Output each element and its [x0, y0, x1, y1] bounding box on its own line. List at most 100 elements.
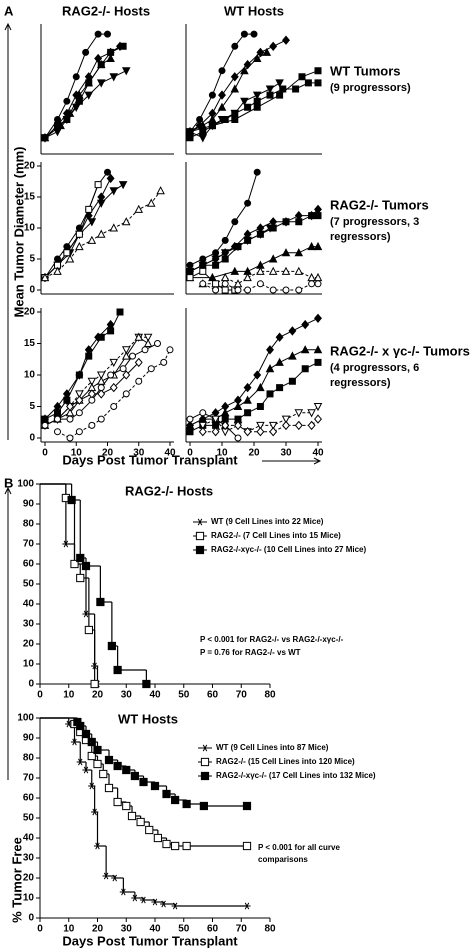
marker: [221, 286, 229, 294]
marker: [253, 370, 262, 380]
marker: [314, 313, 322, 323]
marker: [314, 280, 322, 288]
marker: [122, 765, 131, 775]
marker: [111, 874, 119, 882]
marker: [63, 249, 71, 257]
marker: [143, 338, 153, 347]
marker: [119, 888, 127, 896]
marker: [118, 181, 128, 190]
x-tick-label: 0: [37, 924, 43, 935]
marker: [243, 236, 252, 246]
legend-marker: [201, 744, 209, 752]
marker: [85, 79, 93, 87]
marker: [288, 377, 296, 385]
marker: [147, 365, 155, 373]
marker: [113, 797, 122, 807]
x-axis-label: Days Post Tumor Transplant: [62, 933, 238, 948]
marker: [212, 286, 220, 294]
x-tick-label: 0: [37, 690, 43, 701]
row-subtitle: (7 progressors, 3: [330, 216, 419, 228]
marker: [240, 97, 249, 106]
series-line: [57, 349, 171, 439]
marker: [208, 91, 216, 99]
marker: [314, 67, 322, 75]
marker: [116, 308, 124, 316]
marker: [244, 199, 252, 207]
x-tick-label: 0: [42, 448, 48, 459]
marker: [314, 79, 322, 87]
marker: [109, 223, 119, 232]
marker: [281, 415, 291, 424]
y-tick-label: 15: [24, 192, 36, 203]
marker: [231, 116, 239, 123]
marker: [160, 900, 168, 908]
row-title: RAG2-/- x γc-/- Tumors: [330, 343, 470, 358]
marker: [198, 421, 208, 431]
x-tick-label: 60: [207, 690, 219, 701]
marker: [53, 128, 62, 137]
marker: [96, 199, 106, 208]
marker: [218, 67, 226, 75]
annotation: P < 0.001 for RAG2-/- vs RAG2-/-xγc-/-: [200, 635, 344, 644]
marker: [109, 73, 119, 82]
marker: [96, 597, 105, 607]
marker: [185, 267, 195, 277]
marker: [243, 427, 252, 437]
marker: [153, 833, 162, 843]
marker: [62, 389, 71, 399]
marker: [107, 371, 115, 379]
y-tick-label: 50: [23, 813, 35, 824]
marker: [230, 84, 240, 93]
marker: [266, 390, 274, 398]
marker: [307, 409, 316, 418]
marker: [107, 48, 115, 56]
marker: [141, 346, 149, 354]
marker: [307, 420, 316, 431]
marker: [221, 280, 229, 288]
marker: [268, 266, 278, 275]
x-tick-label: 20: [102, 448, 114, 459]
y-tick-label: 0: [29, 285, 35, 296]
marker: [243, 59, 252, 70]
marker: [233, 243, 243, 252]
marker: [75, 97, 83, 105]
marker: [53, 415, 62, 423]
marker: [63, 97, 71, 105]
legend-marker: [195, 531, 205, 541]
marker: [160, 358, 168, 366]
marker: [76, 573, 85, 583]
legend-label: RAG2-/-xγc-/- (10 Cell Lines into 27 Mic…: [211, 545, 366, 554]
annotation: P < 0.001 for all curve: [258, 843, 340, 852]
y-tick-label: 60: [23, 559, 35, 570]
y-tick-label: 10: [23, 893, 35, 904]
x-tick-label: 40: [149, 924, 161, 935]
marker: [199, 280, 207, 288]
marker: [231, 42, 239, 50]
marker: [85, 205, 93, 213]
marker: [212, 261, 220, 269]
marker: [54, 261, 61, 269]
marker: [221, 255, 229, 263]
marker: [121, 351, 131, 360]
marker: [63, 243, 71, 251]
marker: [275, 79, 284, 88]
marker: [135, 377, 143, 385]
marker: [256, 382, 265, 392]
marker: [282, 35, 290, 45]
marker: [308, 280, 316, 288]
marker: [76, 758, 84, 766]
marker: [252, 53, 262, 62]
marker: [70, 559, 79, 569]
marker: [269, 427, 278, 437]
marker: [71, 103, 81, 112]
marker: [199, 128, 207, 136]
marker: [294, 420, 303, 431]
marker: [220, 408, 230, 417]
marker: [313, 345, 323, 354]
marker: [96, 79, 106, 88]
marker: [243, 395, 252, 404]
y-tick-label: 20: [24, 307, 36, 318]
marker: [87, 235, 97, 244]
marker: [106, 319, 115, 330]
marker: [240, 66, 249, 75]
